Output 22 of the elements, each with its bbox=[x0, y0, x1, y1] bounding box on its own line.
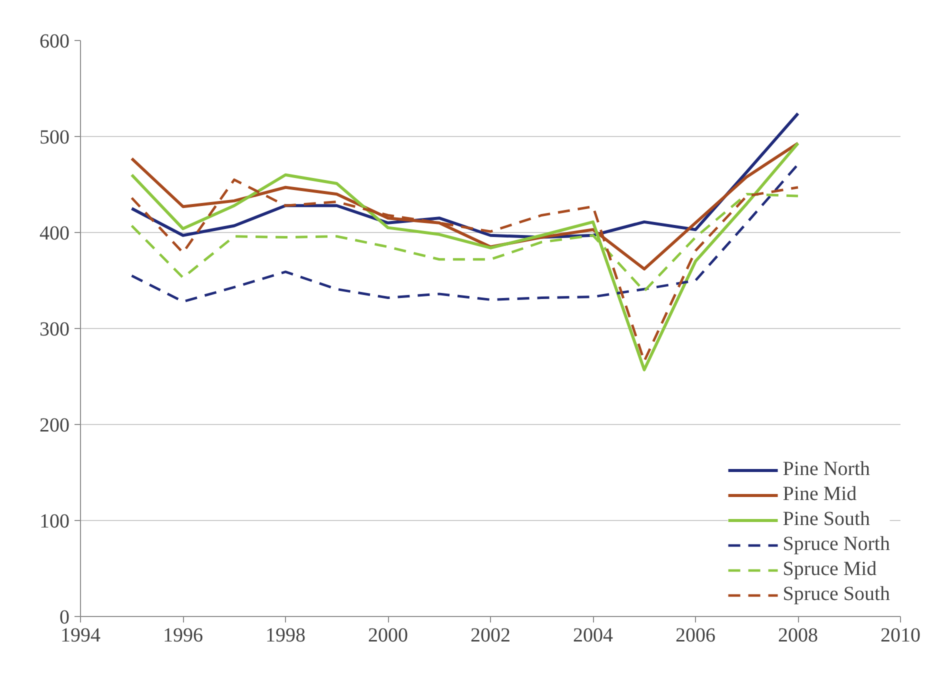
legend-label: Spruce Mid bbox=[782, 558, 877, 581]
y-tick-label: 400 bbox=[40, 222, 70, 244]
x-tick-label: 1998 bbox=[266, 624, 306, 646]
x-tick-label: 2000 bbox=[368, 624, 408, 646]
y-tick-label: 500 bbox=[40, 126, 70, 148]
x-tick-label: 2006 bbox=[676, 624, 716, 646]
x-tick-label: 2008 bbox=[778, 624, 818, 646]
x-tick-label: 2004 bbox=[573, 624, 613, 646]
x-tick-label: 2010 bbox=[880, 624, 920, 646]
x-tick-label: 2002 bbox=[470, 624, 510, 646]
x-tick-label: 1996 bbox=[163, 624, 203, 646]
y-tick-label: 200 bbox=[40, 414, 70, 436]
line-series bbox=[130, 142, 800, 372]
y-tick-label: 600 bbox=[40, 30, 70, 52]
legend-label: Spruce North bbox=[782, 533, 890, 556]
legend-label: Pine Mid bbox=[782, 483, 857, 506]
legend-label: Spruce South bbox=[782, 583, 890, 606]
line-series bbox=[130, 163, 800, 303]
y-tick-label: 100 bbox=[40, 510, 70, 532]
y-tick-label: 300 bbox=[40, 318, 70, 340]
legend-label: Pine South bbox=[782, 508, 870, 531]
legend-label: Pine North bbox=[782, 458, 870, 481]
